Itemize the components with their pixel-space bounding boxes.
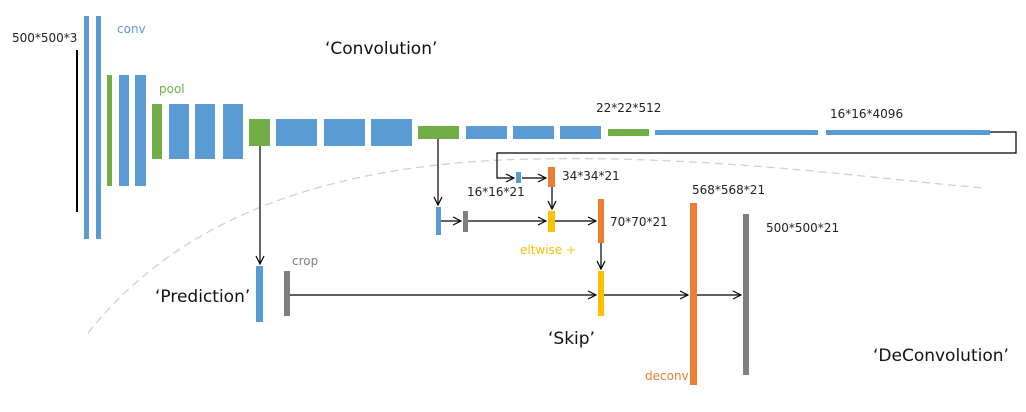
- size-500-label: 500*500*21: [766, 221, 839, 235]
- size-70-label: 70*70*21: [610, 215, 668, 229]
- pool-layer-block: [608, 129, 649, 136]
- eltwise-label: eltwise +: [520, 243, 576, 257]
- crop-label: crop: [292, 254, 318, 268]
- pool-layer-block: [152, 104, 162, 159]
- convolution-title: ‘Convolution’: [325, 39, 437, 59]
- conv-layer-block: [826, 130, 990, 135]
- conv-layer-block: [223, 104, 243, 159]
- size-34-label: 34*34*21: [562, 169, 620, 183]
- deconvolution-title: ‘DeConvolution’: [873, 346, 1009, 366]
- size-568-label: 568*568*21: [692, 183, 765, 197]
- size-16-label: 16*16*21: [467, 185, 525, 199]
- conv-layer-block: [256, 266, 263, 322]
- conv-layer-block: [655, 130, 818, 135]
- conv-layer-block: [96, 16, 101, 239]
- dashed-boundary-curve: [87, 157, 986, 334]
- conv-layer-block: [135, 75, 146, 186]
- crop-layer-block: [284, 271, 290, 316]
- conv-layer-block: [324, 119, 365, 146]
- eltwise-layer-block: [598, 271, 604, 316]
- crop-layer-block: [463, 211, 468, 232]
- deconv-layer-block: [598, 199, 604, 243]
- size-22-label: 22*22*512: [596, 101, 661, 115]
- pool-layer-block: [418, 126, 459, 139]
- conv-layer-block: [84, 16, 89, 239]
- conv-layer-block: [436, 207, 441, 235]
- deconv-label: deconv: [645, 369, 689, 383]
- conv-layer-block: [195, 104, 215, 159]
- skip-title: ‘Skip’: [548, 329, 595, 349]
- conv-layer-block: [516, 172, 521, 183]
- conv-label: conv: [117, 22, 146, 36]
- conv-layer-block: [276, 119, 317, 146]
- pool-layer-block: [107, 75, 112, 186]
- connectors: [260, 131, 1017, 295]
- deconv-layer-block: [548, 167, 555, 187]
- deconv-layer-block: [690, 203, 697, 385]
- eltwise-layer-block: [548, 211, 555, 232]
- layer-blocks: [84, 16, 990, 385]
- crop-layer-block: [743, 214, 749, 375]
- conv-layer-block: [560, 126, 601, 139]
- prediction-title: ‘Prediction’: [155, 287, 250, 307]
- conv-layer-block: [513, 126, 554, 139]
- fc7-to-score-connector: [496, 131, 1017, 178]
- conv-layer-block: [169, 104, 189, 159]
- pool-layer-block: [249, 119, 270, 146]
- conv-layer-block: [466, 126, 507, 139]
- conv-layer-block: [119, 75, 129, 186]
- conv-layer-block: [371, 119, 412, 146]
- pool-label: pool: [159, 82, 185, 96]
- input-size-label: 500*500*3: [12, 31, 77, 45]
- size-4096-label: 16*16*4096: [830, 107, 903, 121]
